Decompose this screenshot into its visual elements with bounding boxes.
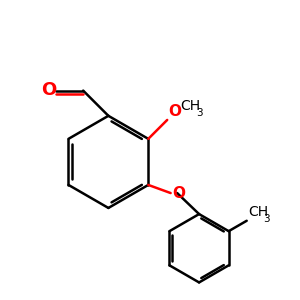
Text: 3: 3 — [196, 109, 203, 118]
Text: CH: CH — [181, 99, 201, 113]
Text: O: O — [41, 81, 57, 99]
Text: CH: CH — [248, 205, 268, 219]
Text: 3: 3 — [263, 214, 270, 224]
Text: O: O — [168, 104, 182, 119]
Text: O: O — [172, 186, 185, 201]
